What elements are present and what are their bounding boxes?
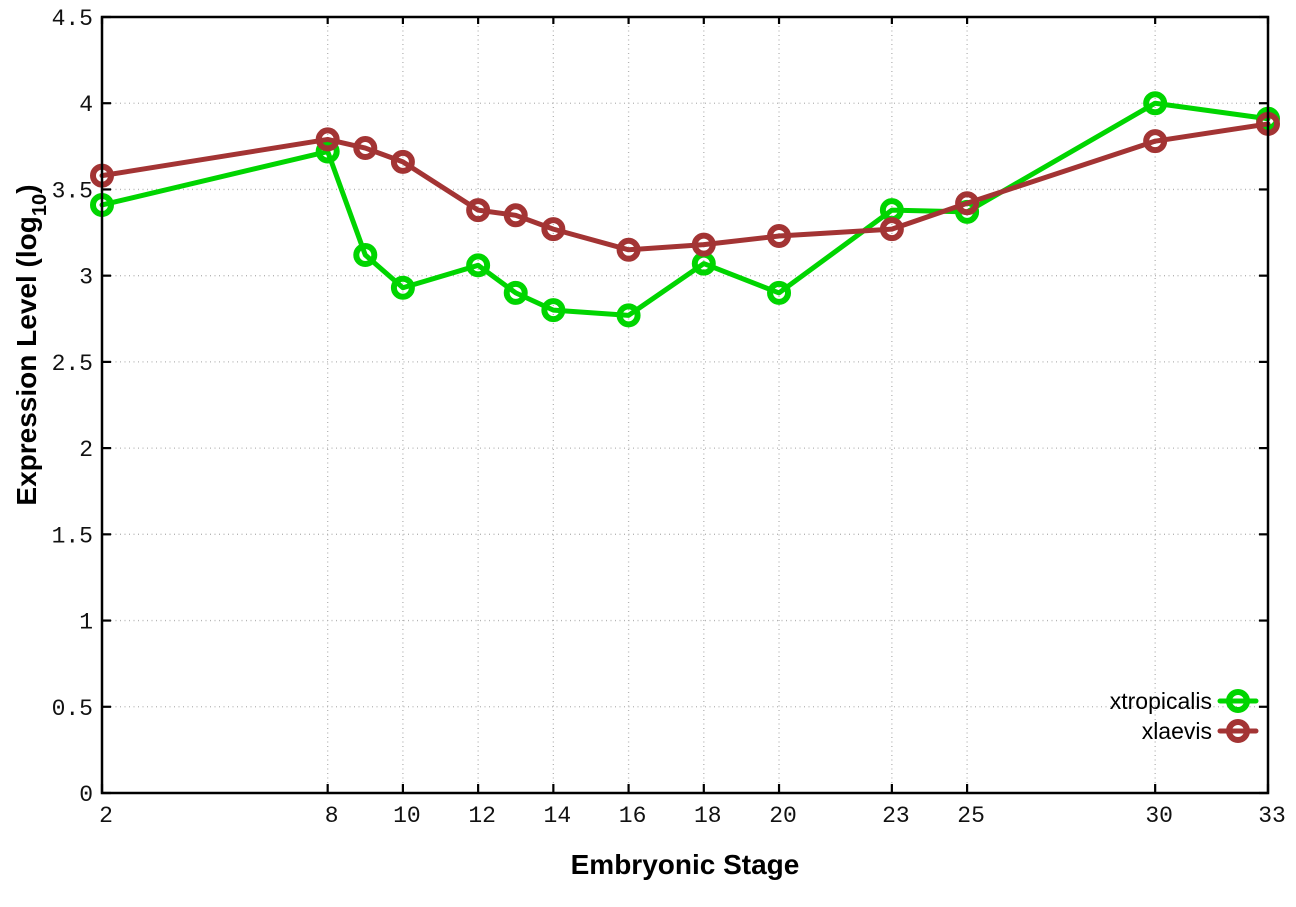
data-point-xlaevis: [691, 232, 716, 257]
x-tick-label: 10: [393, 803, 421, 829]
legend-label-xlaevis: xlaevis: [1142, 718, 1212, 744]
data-point-xtropicalis: [353, 242, 378, 267]
y-tick-label: 1: [79, 610, 93, 636]
series-line-xlaevis: [99, 121, 1271, 253]
legend-marker-xtropicalis: [1226, 689, 1250, 713]
x-tick-label: 12: [468, 803, 496, 829]
y-tick-label: 4.5: [52, 6, 93, 32]
y-tick-label: 1.5: [52, 523, 93, 549]
x-tick-label: 23: [882, 803, 910, 829]
data-point-xlaevis: [955, 191, 980, 216]
y-axis-title-main: Expression Level (log: [11, 216, 42, 506]
y-tick-label: 0.5: [52, 696, 93, 722]
data-point-xlaevis: [503, 203, 528, 228]
y-tick-label: 4: [79, 92, 93, 118]
data-point-xlaevis: [353, 136, 378, 161]
data-point-xlaevis: [767, 224, 792, 249]
y-tick-label: 2: [79, 437, 93, 463]
x-tick-label: 25: [957, 803, 985, 829]
data-point-xtropicalis: [767, 280, 792, 305]
x-tick-label: 8: [325, 803, 339, 829]
y-tick-label: 2.5: [52, 351, 93, 377]
data-point-xtropicalis: [541, 298, 566, 323]
x-axis-title: Embryonic Stage: [570, 849, 800, 880]
x-tick-label: 30: [1145, 803, 1173, 829]
data-point-xlaevis: [879, 217, 904, 242]
x-tick-label: 18: [694, 803, 722, 829]
y-tick-label: 0: [79, 782, 93, 808]
data-point-xtropicalis: [315, 139, 340, 164]
y-axis-title: Expression Level (log10): [11, 184, 51, 506]
x-tick-label: 33: [1258, 803, 1286, 829]
data-point-xlaevis: [1143, 129, 1168, 154]
data-point-xlaevis: [541, 217, 566, 242]
data-point-xtropicalis: [390, 275, 415, 300]
legend-marker-xlaevis: [1226, 719, 1250, 743]
data-point-xlaevis: [315, 127, 340, 152]
data-point-xlaevis: [390, 149, 415, 174]
x-tick-label: 14: [544, 803, 572, 829]
data-point-xtropicalis: [466, 253, 491, 278]
x-tick-label: 16: [619, 803, 647, 829]
x-tick-label: 2: [99, 803, 113, 829]
data-point-xtropicalis: [1143, 91, 1168, 116]
legend-label-xtropicalis: xtropicalis: [1110, 688, 1212, 714]
y-tick-label: 3.5: [52, 178, 93, 204]
y-axis-title-sub: 10: [29, 193, 52, 217]
data-point-xlaevis: [616, 237, 641, 262]
data-point-xtropicalis: [503, 280, 528, 305]
data-point-xtropicalis: [616, 303, 641, 328]
plot-border: [100, 15, 1270, 795]
y-tick-label: 3: [79, 265, 93, 291]
series-line-xtropicalis: [99, 100, 1271, 318]
data-point-xlaevis: [466, 198, 491, 223]
y-axis-title-close: ): [11, 184, 42, 194]
x-tick-label: 20: [769, 803, 797, 829]
